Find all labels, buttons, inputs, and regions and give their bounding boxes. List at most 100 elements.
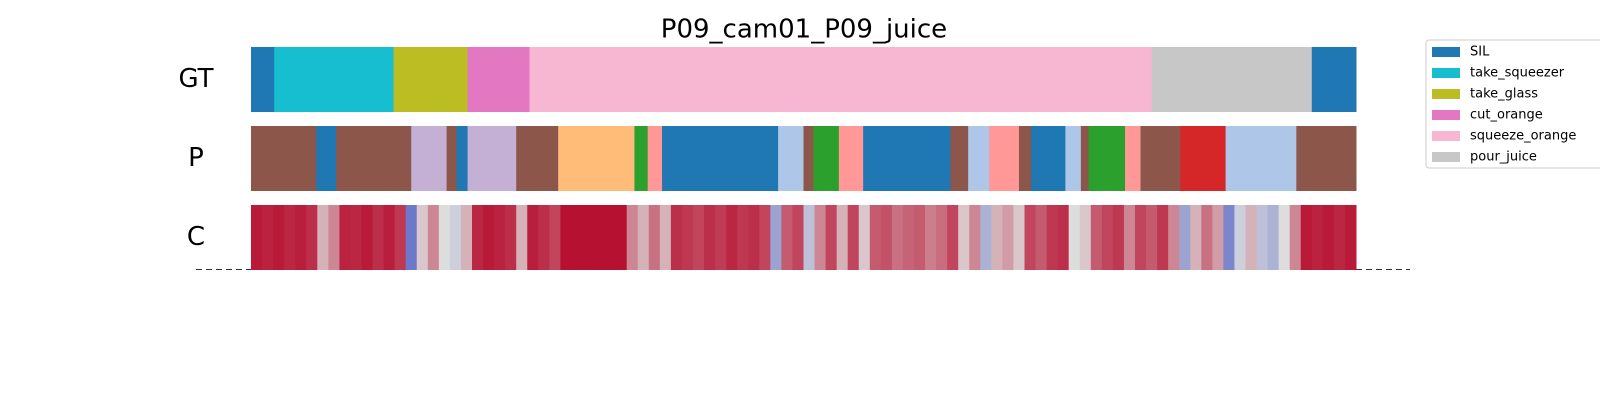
confidence-cell <box>991 205 1003 270</box>
segment <box>456 126 469 191</box>
segment <box>647 126 663 191</box>
segment <box>411 126 448 191</box>
confidence-cell <box>980 205 992 270</box>
segment <box>778 126 804 191</box>
segment <box>803 126 814 191</box>
confidence-cell <box>1201 205 1213 270</box>
legend-swatch <box>1432 89 1460 99</box>
segment <box>446 126 458 191</box>
confidence-cell <box>902 205 915 270</box>
confidence-cell <box>737 205 749 270</box>
legend-swatch <box>1432 68 1460 78</box>
confidence-cell <box>969 205 981 270</box>
confidence-cell <box>295 205 307 270</box>
confidence-cell <box>648 205 661 270</box>
confidence-cell <box>416 205 429 270</box>
confidence-cell <box>560 205 572 270</box>
confidence-cell <box>792 205 804 270</box>
confidence-cell <box>637 205 650 270</box>
confidence-cell <box>936 205 948 270</box>
confidence-cell <box>1123 205 1136 270</box>
confidence-cell <box>516 205 528 270</box>
confidence-cell <box>483 205 495 270</box>
confidence-cell <box>1079 205 1092 270</box>
confidence-cell <box>317 205 329 270</box>
confidence-cell <box>383 205 396 270</box>
confidence-cell <box>394 205 407 270</box>
segment <box>634 126 649 191</box>
confidence-cell <box>527 205 539 270</box>
confidence-cell <box>328 205 340 270</box>
confidence-cell <box>460 205 473 270</box>
segment <box>1018 126 1032 191</box>
confidence-cell <box>615 205 628 270</box>
confidence-cell <box>571 205 583 270</box>
confidence-cell <box>1146 205 1158 270</box>
segment <box>950 126 969 191</box>
legend-swatch <box>1432 152 1460 162</box>
legend-label: pour_juice <box>1470 150 1537 165</box>
confidence-cell <box>1013 205 1025 270</box>
confidence-cell <box>251 205 263 270</box>
legend-label: cut_orange <box>1470 108 1543 123</box>
confidence-cell <box>438 205 451 270</box>
confidence-cell <box>825 205 838 270</box>
confidence-cell <box>1101 205 1114 270</box>
confidence-cell <box>1333 205 1346 270</box>
segment <box>516 126 559 191</box>
confidence-cell <box>670 205 683 270</box>
segment <box>1180 126 1227 191</box>
confidence-cell <box>715 205 727 270</box>
confidence-cell <box>262 205 274 270</box>
confidence-cell <box>1190 205 1202 270</box>
confidence-cell <box>958 205 970 270</box>
confidence-cell <box>925 205 937 270</box>
row-label: P <box>188 143 204 173</box>
confidence-cell <box>1223 205 1235 270</box>
segment <box>662 126 779 191</box>
confidence-cell <box>781 205 793 270</box>
confidence-cell <box>284 205 296 270</box>
confidence-cell <box>505 205 517 270</box>
confidence-cell <box>770 205 782 270</box>
confidence-cell <box>1046 205 1059 270</box>
row-label: GT <box>178 64 213 94</box>
confidence-cell <box>427 205 440 270</box>
confidence-cell <box>858 205 871 270</box>
confidence-cell <box>759 205 771 270</box>
confidence-cell <box>1234 205 1246 270</box>
segment <box>393 47 469 112</box>
confidence-cell <box>803 205 816 270</box>
segment <box>1311 47 1357 112</box>
legend-swatch <box>1432 110 1460 120</box>
confidence-cell <box>604 205 617 270</box>
confidence-cell <box>1168 205 1180 270</box>
confidence-cell <box>891 205 904 270</box>
confidence-cell <box>1322 205 1335 270</box>
confidence-cell <box>748 205 760 270</box>
confidence-cell <box>1035 205 1048 270</box>
segment <box>838 126 864 191</box>
confidence-cell <box>1057 205 1070 270</box>
confidence-cell <box>372 205 385 270</box>
segment <box>529 47 1153 112</box>
segment <box>336 126 412 191</box>
confidence-cell <box>681 205 694 270</box>
legend-label: squeeze_orange <box>1470 129 1576 144</box>
confidence-cell <box>538 205 550 270</box>
confidence-cell <box>1112 205 1125 270</box>
segment <box>274 47 395 112</box>
legend-label: SIL <box>1470 45 1490 60</box>
confidence-cell <box>659 205 672 270</box>
segment <box>1065 126 1082 191</box>
confidence-cell <box>726 205 738 270</box>
confidence-cell <box>1179 205 1191 270</box>
confidence-cell <box>339 205 351 270</box>
confidence-cell <box>494 205 506 270</box>
legend-swatch <box>1432 47 1460 57</box>
confidence-cell <box>405 205 418 270</box>
segment <box>813 126 840 191</box>
confidence-cell <box>914 205 926 270</box>
confidence-cell <box>704 205 716 270</box>
